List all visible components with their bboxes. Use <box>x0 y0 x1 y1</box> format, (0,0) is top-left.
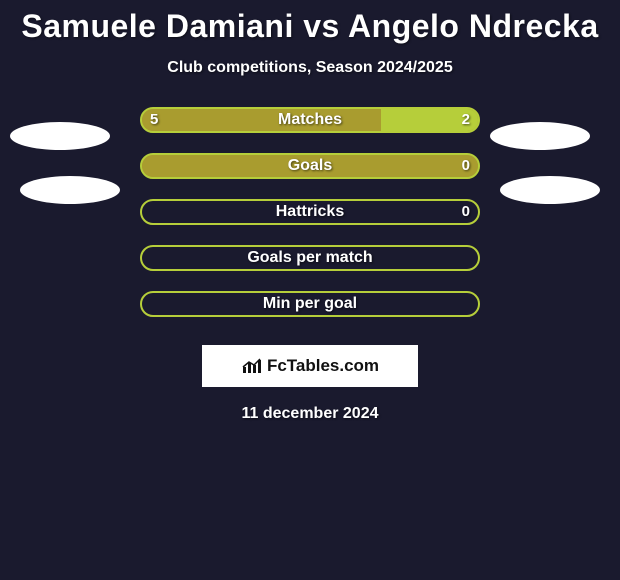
brand-label: FcTables.com <box>241 356 379 376</box>
decorative-ellipse <box>10 122 110 150</box>
page-subtitle: Club competitions, Season 2024/2025 <box>0 59 620 77</box>
stat-row: Goals per match <box>0 245 620 291</box>
stat-row: Min per goal <box>0 291 620 337</box>
bar-track <box>140 245 480 271</box>
page-title: Samuele Damiani vs Angelo Ndrecka <box>0 0 620 45</box>
bar-fill-left <box>142 155 478 177</box>
bar-track <box>140 291 480 317</box>
decorative-ellipse <box>20 176 120 204</box>
decorative-ellipse <box>490 122 590 150</box>
bar-track <box>140 153 480 179</box>
brand-box: FcTables.com <box>202 345 418 387</box>
chart-icon <box>241 357 263 375</box>
bar-fill-right <box>381 109 478 131</box>
bar-track <box>140 107 480 133</box>
decorative-ellipse <box>500 176 600 204</box>
bar-track <box>140 199 480 225</box>
stat-row: Hattricks0 <box>0 199 620 245</box>
footer-date: 11 december 2024 <box>0 405 620 423</box>
bar-fill-left <box>142 109 381 131</box>
brand-text: FcTables.com <box>267 356 379 376</box>
